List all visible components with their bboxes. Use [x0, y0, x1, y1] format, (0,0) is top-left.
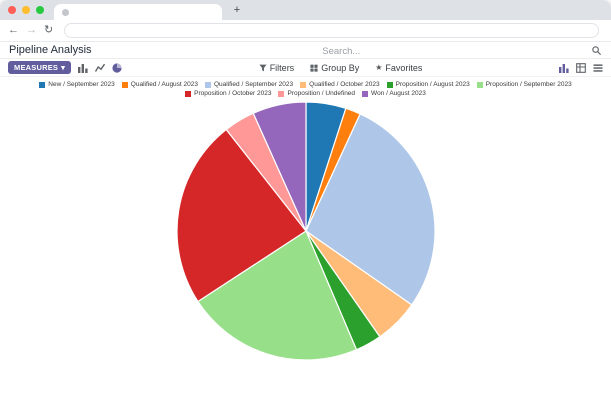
legend-swatch [386, 81, 393, 88]
search-facets: Filters Group By ★ Favorites [259, 62, 422, 73]
new-tab-button[interactable]: + [233, 3, 241, 16]
legend-label: Qualified / October 2023 [309, 81, 380, 88]
legend-item[interactable]: Won / August 2023 [362, 90, 426, 97]
legend-item[interactable]: Proposition / Undefined [278, 90, 355, 97]
legend-label: Proposition / August 2023 [395, 81, 470, 88]
group-by-label: Group By [321, 62, 360, 73]
group-by-toggle[interactable]: Group By [310, 63, 359, 73]
legend-swatch [205, 81, 211, 88]
measure-group: MEASURES ▾ [8, 61, 122, 74]
legend-swatch [476, 81, 483, 88]
window-controls [8, 6, 44, 14]
search-input[interactable]: Search... [92, 41, 591, 59]
browser-tab[interactable] [54, 4, 222, 20]
filters-label: Filters [269, 62, 295, 73]
legend-item[interactable]: Qualified / August 2023 [121, 81, 198, 88]
search-icon[interactable] [591, 45, 602, 56]
legend-label: Proposition / October 2023 [194, 90, 272, 97]
legend-label: New / September 2023 [48, 81, 115, 88]
star-icon: ★ [375, 62, 383, 72]
legend-item[interactable]: Proposition / August 2023 [386, 81, 470, 88]
legend-label: Qualified / September 2023 [214, 81, 294, 88]
legend-item[interactable]: New / September 2023 [39, 81, 115, 88]
chart-legend: New / September 2023 Qualified / August 2… [0, 77, 611, 97]
minimize-window-button[interactable] [22, 6, 30, 14]
search-placeholder: Search... [322, 46, 361, 57]
pie-chart-icon[interactable] [112, 62, 122, 73]
legend-swatch [39, 81, 46, 88]
legend-item[interactable]: Qualified / September 2023 [205, 81, 293, 88]
legend-label: Qualified / August 2023 [130, 81, 198, 88]
funnel-icon [259, 64, 267, 71]
pie-slice[interactable] [175, 128, 307, 303]
browser-toolbar: ← → ↻ [0, 20, 611, 42]
view-switcher [559, 62, 603, 73]
chart-area [0, 97, 611, 362]
bar-chart-icon[interactable] [78, 63, 88, 73]
list-view-icon[interactable] [593, 63, 603, 73]
app-header: Pipeline Analysis Search... [0, 42, 611, 59]
reload-button[interactable]: ↻ [44, 24, 54, 36]
legend-swatch [121, 81, 128, 88]
pie-slice[interactable] [304, 113, 436, 306]
legend-item[interactable]: Qualified / October 2023 [300, 81, 380, 88]
legend-item[interactable]: Proposition / October 2023 [185, 90, 271, 97]
filters-toggle[interactable]: Filters [259, 62, 295, 73]
close-window-button[interactable] [8, 6, 16, 14]
measures-label: MEASURES [14, 63, 59, 72]
favorites-toggle[interactable]: ★ Favorites [375, 63, 422, 73]
address-bar[interactable] [64, 23, 599, 38]
measures-button[interactable]: MEASURES ▾ [8, 61, 72, 74]
graph-view-icon[interactable] [559, 63, 569, 73]
tab-favicon-icon [62, 8, 69, 16]
pie-slice[interactable] [251, 101, 307, 232]
pivot-view-icon[interactable] [576, 62, 586, 73]
legend-label: Proposition / Undefined [287, 90, 356, 97]
chart-controls: MEASURES ▾ [0, 59, 611, 77]
group-by-icon [310, 64, 318, 72]
legend-label: Proposition / September 2023 [485, 81, 572, 88]
chevron-down-icon: ▾ [61, 63, 66, 72]
legend-swatch [362, 90, 369, 97]
pie-chart [175, 101, 436, 361]
pie-slice[interactable] [196, 230, 357, 361]
line-chart-icon[interactable] [95, 63, 106, 73]
legend-swatch [300, 81, 307, 88]
legend-swatch [185, 90, 192, 97]
forward-button[interactable]: → [26, 24, 37, 36]
legend-label: Won / August 2023 [371, 90, 426, 97]
maximize-window-button[interactable] [36, 6, 44, 14]
legend-swatch [278, 90, 285, 97]
favorites-label: Favorites [385, 62, 423, 73]
page-title: Pipeline Analysis [9, 44, 92, 56]
back-button[interactable]: ← [8, 24, 19, 36]
browser-tab-strip: + [0, 0, 611, 20]
legend-item[interactable]: Proposition / September 2023 [476, 81, 572, 88]
